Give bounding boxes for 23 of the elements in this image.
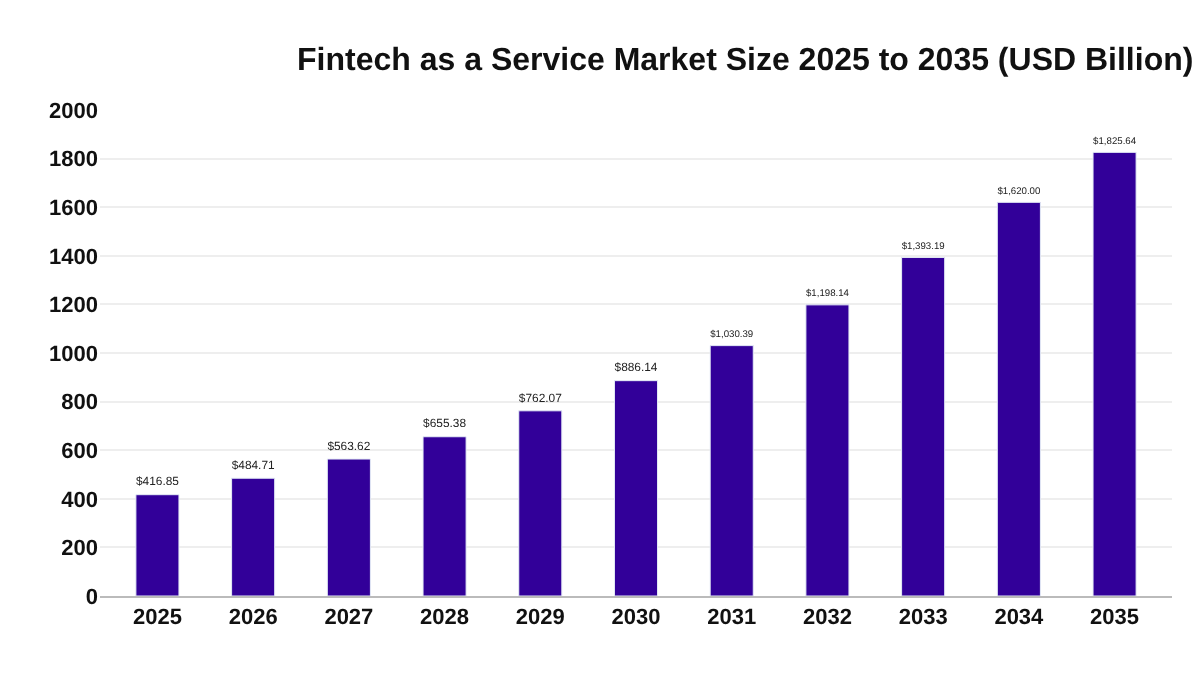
y-tick-label: 1800 bbox=[49, 148, 98, 173]
y-tick-label: 2000 bbox=[49, 99, 98, 124]
x-tick-label: 2027 bbox=[324, 606, 374, 631]
y-tick-label: 200 bbox=[61, 537, 98, 562]
x-tick-label: 2029 bbox=[515, 606, 565, 631]
y-tick-label: 1400 bbox=[49, 245, 98, 270]
y-tick-label: 400 bbox=[61, 488, 98, 513]
y-tick-label: 800 bbox=[61, 391, 98, 416]
y-tick-label: 0 bbox=[85, 585, 98, 610]
y-tick-label: 1200 bbox=[49, 294, 98, 319]
x-tick-label: 2034 bbox=[994, 606, 1046, 631]
x-tick-label: 2028 bbox=[420, 606, 470, 631]
x-tick-label: 2026 bbox=[228, 606, 278, 631]
chart-title: Fintech as a Service Market Size 2025 to 2035 (USD Billion) bbox=[297, 43, 1194, 78]
x-tick-label: 2032 bbox=[802, 606, 852, 631]
y-tick-label: 1600 bbox=[49, 196, 98, 221]
x-tick-label: 2035 bbox=[1090, 606, 1140, 631]
y-tick-label: 1000 bbox=[49, 342, 98, 367]
x-tick-label: 2033 bbox=[898, 606, 948, 631]
y-tick-label: 600 bbox=[61, 439, 98, 464]
x-tick-label: 2030 bbox=[611, 606, 661, 631]
x-tick-label: 2025 bbox=[132, 606, 182, 631]
x-tick-label: 2031 bbox=[707, 606, 757, 631]
